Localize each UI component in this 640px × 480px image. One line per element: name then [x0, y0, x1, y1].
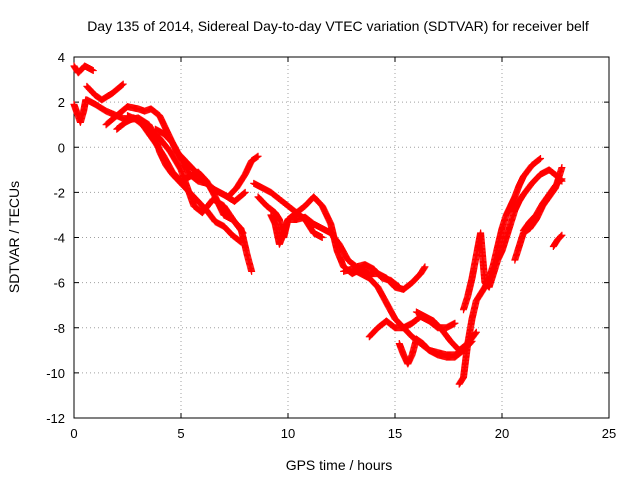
- y-tick-label: -2: [53, 185, 65, 200]
- x-tick-label: 15: [388, 426, 402, 441]
- data-point: [535, 156, 543, 164]
- series-track-9: [250, 179, 429, 293]
- data-point: [421, 263, 429, 271]
- series-track-1: [70, 62, 97, 77]
- series-track-7: [124, 112, 247, 237]
- y-tick-label: 2: [58, 95, 65, 110]
- series-track-16: [455, 155, 545, 388]
- data-point: [395, 283, 403, 291]
- data-series: [70, 62, 566, 388]
- series-track-2: [70, 96, 90, 126]
- y-axis-label: SDTVAR / TECUs: [6, 181, 22, 293]
- data-point: [394, 282, 402, 290]
- data-point: [556, 233, 564, 241]
- data-point: [118, 81, 126, 89]
- data-point: [239, 229, 247, 237]
- y-tick-label: 4: [58, 50, 65, 65]
- data-point: [254, 152, 262, 160]
- y-tick-label: -4: [53, 231, 65, 246]
- x-axis-label: GPS time / hours: [286, 457, 393, 473]
- y-tick-label: -12: [46, 411, 65, 426]
- y-tick-label: -10: [46, 366, 65, 381]
- data-point: [557, 232, 565, 240]
- data-point: [558, 231, 566, 239]
- data-point: [472, 328, 480, 336]
- data-point: [318, 234, 326, 241]
- data-point: [557, 176, 565, 184]
- series-track-17: [459, 166, 566, 314]
- series-track-11: [267, 211, 403, 291]
- series-track-3: [83, 80, 127, 104]
- y-tick-label: 0: [58, 140, 65, 155]
- data-point: [420, 264, 428, 272]
- data-point: [472, 329, 480, 337]
- data-point: [558, 164, 566, 172]
- x-tick-label: 20: [495, 426, 509, 441]
- y-tick-label: -6: [53, 276, 65, 291]
- data-point: [119, 80, 127, 88]
- series-track-19: [519, 175, 566, 235]
- y-tick-label: -8: [53, 321, 65, 336]
- data-point: [248, 267, 256, 275]
- chart-title: Day 135 of 2014, Sidereal Day-to-day VTE…: [87, 18, 589, 34]
- data-point: [536, 155, 544, 163]
- data-point: [241, 188, 249, 196]
- x-tick-label: 5: [177, 426, 184, 441]
- data-point: [556, 177, 564, 185]
- series-track-8: [151, 125, 249, 205]
- data-point: [451, 319, 459, 327]
- x-tick-label: 25: [602, 426, 616, 441]
- data-point: [558, 175, 566, 183]
- data-point: [537, 155, 545, 163]
- data-point: [238, 228, 246, 236]
- data-point: [394, 282, 402, 290]
- series-track-20: [549, 231, 566, 251]
- x-tick-label: 0: [70, 426, 77, 441]
- data-point: [240, 189, 248, 197]
- data-point: [253, 153, 261, 161]
- x-tick-label: 10: [281, 426, 295, 441]
- data-point: [89, 67, 97, 75]
